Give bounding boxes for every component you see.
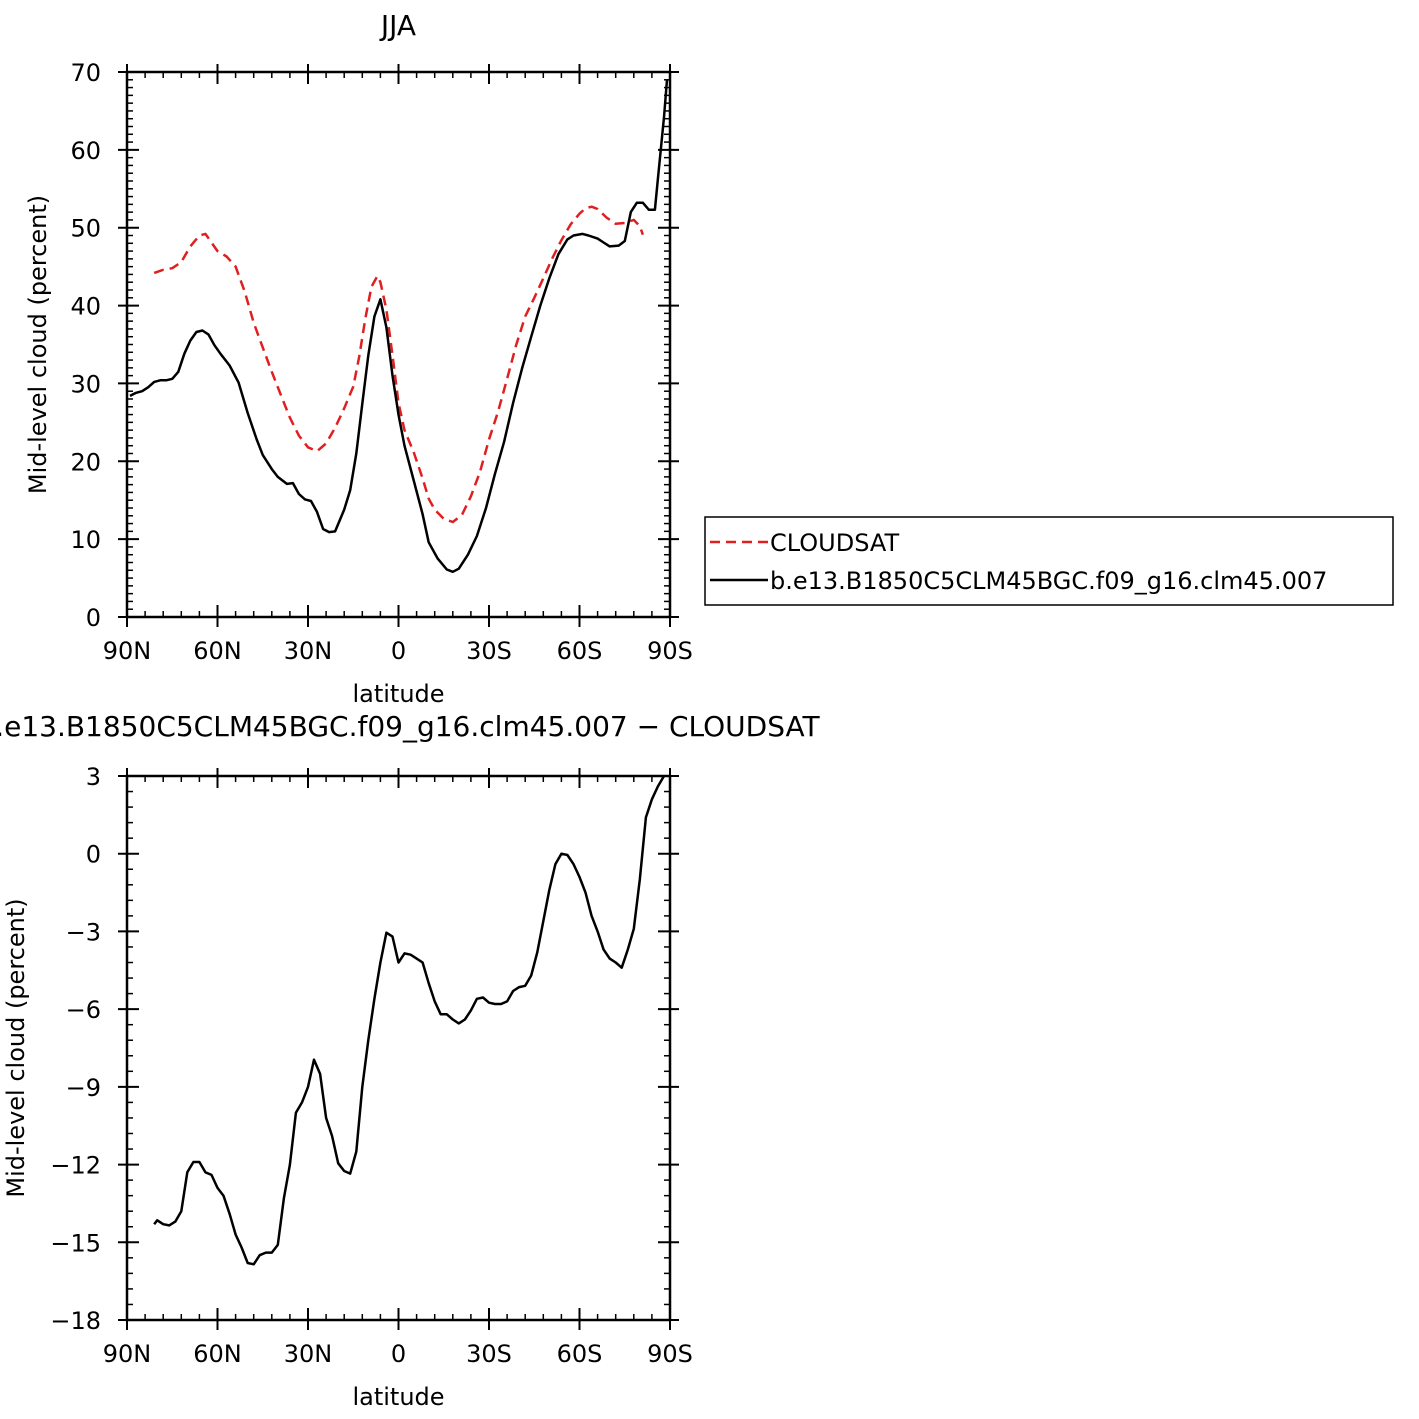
x-tick-label: 0 <box>391 637 406 665</box>
y-tick-label: 10 <box>70 526 101 554</box>
y-tick-label: 50 <box>70 215 101 243</box>
x-tick-label: 90S <box>647 1340 693 1368</box>
x-tick-label: 0 <box>391 1340 406 1368</box>
y-tick-label: 3 <box>86 763 101 791</box>
x-tick-label: 90S <box>647 637 693 665</box>
y-tick-label: 60 <box>70 137 101 165</box>
y-tick-label: −12 <box>50 1152 101 1180</box>
x-axis-label: latitude <box>352 1383 444 1411</box>
chart-title: b.e13.B1850C5CLM45BGC.f09_g16.clm45.007 … <box>0 710 820 743</box>
y-tick-label: 0 <box>86 841 101 869</box>
y-tick-label: −3 <box>66 918 101 946</box>
series-line-0 <box>153 205 645 524</box>
y-tick-label: 0 <box>86 604 101 632</box>
series-line-0 <box>153 776 666 1266</box>
x-tick-label: 60S <box>557 1340 603 1368</box>
x-tick-label: 60N <box>193 637 242 665</box>
plot-frame <box>125 70 672 619</box>
y-tick-label: −9 <box>66 1074 101 1102</box>
bottom-panel-difference: 90N 60N 30N 0 30S 60S 90S −18 −15 −12 −9 −6 −3 0 3 lati… <box>0 710 820 1411</box>
y-tick-label: 30 <box>70 370 101 398</box>
legend: CLOUDSAT b.e13.B1850C5CLM45BGC.f09_g16.cl… <box>704 516 1394 606</box>
top-panel-jja: 90N 60N 30N 0 30S 60S 90S 0 10 20 30 40 50 60 70 latitu… <box>24 9 693 708</box>
chart-title: JJA <box>379 9 416 42</box>
legend-entry-label: CLOUDSAT <box>770 529 899 557</box>
legend-box <box>704 516 1394 606</box>
y-axis-label: Mid-level cloud (percent) <box>2 898 30 1197</box>
x-tick-label: 90N <box>103 637 152 665</box>
x-tick-label: 60N <box>193 1340 242 1368</box>
x-tick-label: 90N <box>103 1340 152 1368</box>
x-axis-label: latitude <box>352 680 444 708</box>
legend-entry-label: b.e13.B1850C5CLM45BGC.f09_g16.clm45.007 <box>770 567 1327 595</box>
x-tick-label: 30N <box>284 1340 333 1368</box>
y-tick-label: −6 <box>66 996 101 1024</box>
y-tick-label: 20 <box>70 448 101 476</box>
y-tick-label: 40 <box>70 293 101 321</box>
series-line-1 <box>129 79 669 574</box>
y-tick-label: −18 <box>50 1307 101 1335</box>
y-axis-label: Mid-level cloud (percent) <box>24 195 52 494</box>
y-tick-label: 70 <box>70 59 101 87</box>
x-tick-label: 60S <box>557 637 603 665</box>
y-tick-label: −15 <box>50 1229 101 1257</box>
x-tick-label: 30N <box>284 637 333 665</box>
plot-frame <box>125 774 672 1322</box>
x-tick-label: 30S <box>466 1340 512 1368</box>
x-tick-label: 30S <box>466 637 512 665</box>
